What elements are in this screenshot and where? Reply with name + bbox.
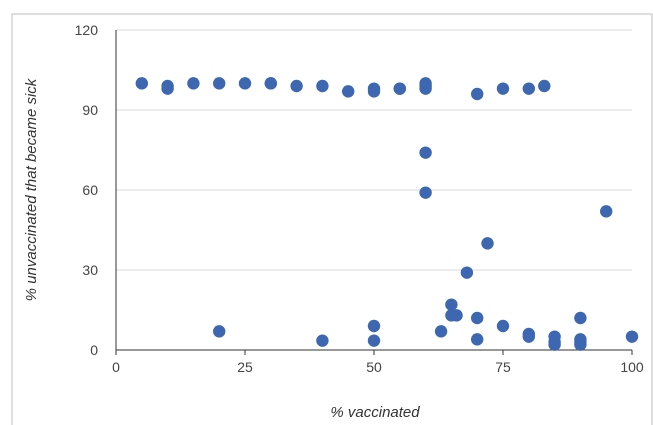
data-point-41 [471, 333, 484, 346]
data-point-19 [496, 82, 510, 95]
x-tick-label-0: 0 [112, 359, 120, 375]
data-point-0 [135, 77, 148, 90]
data-points [135, 77, 639, 351]
data-point-47 [625, 330, 639, 343]
x-axis-title: % vaccinated [330, 404, 420, 421]
data-point-39 [316, 334, 329, 347]
data-point-34 [213, 325, 226, 338]
data-point-9 [316, 79, 329, 93]
data-point-10 [342, 85, 355, 98]
data-point-22 [419, 146, 432, 159]
data-point-24 [600, 205, 613, 218]
data-point-26 [460, 266, 474, 279]
data-point-17 [419, 82, 432, 95]
data-point-4 [213, 77, 226, 90]
data-point-2 [161, 82, 174, 95]
data-point-25 [481, 237, 494, 250]
data-point-8 [290, 79, 303, 93]
gridlines [116, 29, 632, 271]
data-point-5 [238, 77, 252, 90]
chart-border [11, 13, 653, 425]
x-tick-label-50: 50 [366, 359, 382, 375]
data-point-30 [471, 311, 484, 325]
data-point-37 [522, 330, 535, 343]
data-point-20 [522, 82, 535, 95]
y-tick-label-30: 30 [82, 262, 98, 278]
x-tick-label-75: 75 [495, 359, 511, 375]
y-axis-title: % unvaccinated that became sick [23, 77, 40, 301]
data-point-31 [574, 311, 587, 325]
data-point-40 [367, 334, 381, 347]
data-point-27 [445, 298, 458, 311]
data-point-7 [264, 77, 277, 90]
y-tick-label-0: 0 [90, 342, 98, 358]
data-point-46 [574, 338, 587, 351]
data-point-14 [393, 82, 406, 95]
y-tick-label-90: 90 [82, 102, 98, 118]
data-point-43 [548, 338, 561, 351]
data-point-29 [450, 309, 463, 322]
axes [115, 30, 633, 355]
y-tick-label-120: 120 [75, 22, 99, 38]
tick-labels: 0 30 60 90 120 0 25 50 75 100 [75, 22, 644, 375]
data-point-12 [367, 85, 381, 98]
x-tick-label-25: 25 [237, 359, 253, 375]
data-point-33 [434, 325, 448, 338]
data-point-21 [538, 79, 551, 93]
data-point-32 [496, 319, 510, 333]
data-point-35 [367, 319, 381, 333]
data-point-3 [187, 77, 200, 90]
data-point-23 [419, 186, 432, 199]
y-tick-label-60: 60 [82, 182, 98, 198]
x-tick-label-100: 100 [620, 359, 644, 375]
data-point-18 [471, 87, 484, 101]
